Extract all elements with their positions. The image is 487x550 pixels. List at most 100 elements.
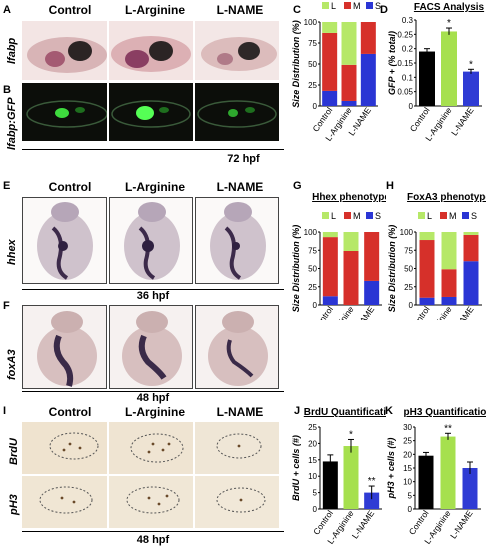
chart-g-bar-l-1 <box>343 232 359 251</box>
stage-label-bottom: 48 hpf <box>136 534 170 546</box>
chart-c-y-label: Size Distribution (%) <box>291 20 301 108</box>
chart-j-y-tick-label: 10 <box>308 472 317 481</box>
chart-c-bar-s-1 <box>341 100 357 106</box>
header-name-top: L-NAME <box>216 3 264 17</box>
chart-c-bar-l-1 <box>341 22 357 65</box>
chart-brdu-quantification: BrdU Quantification 0 5 10 15 20 25 BrdU + cell… <box>291 407 386 545</box>
photo-brdu-arginine <box>109 422 193 474</box>
chart-g-legend-label-s: S <box>375 211 381 221</box>
chart-j-y-tick-label: 0 <box>313 505 318 514</box>
chart-d-y-tick-label: 0.05 <box>397 88 413 97</box>
header-control-mid: Control <box>48 180 92 194</box>
chart-h-y-tick-label: 75 <box>404 246 413 255</box>
photo-hhex-control <box>22 197 107 284</box>
photo-foxa3-control <box>22 305 107 389</box>
chart-h-bar-l-2 <box>463 232 479 235</box>
row-label-hhex: hhex <box>6 239 18 265</box>
panel-letter-e: E <box>3 180 11 192</box>
stage-label-foxa3: 48 hpf <box>136 392 170 404</box>
chart-d-sig-2: * <box>469 59 473 70</box>
stage-line-foxa3 <box>22 391 284 392</box>
chart-c-y-tick-label: 50 <box>308 60 317 69</box>
chart-h-y-label: Size Distribution (%) <box>387 225 397 313</box>
photo-gfp-arginine <box>109 83 193 141</box>
chart-c-y-tick-label: 75 <box>308 39 317 48</box>
chart-h-bar-m-0 <box>419 240 435 298</box>
chart-j-sig-2: ** <box>368 476 376 487</box>
header-arginine-bottom: L-Arginine <box>125 405 185 419</box>
chart-h-bar-m-1 <box>441 269 457 297</box>
chart-d-y-tick-label: 0.25 <box>397 30 413 39</box>
stage-label-hhex: 36 hpf <box>136 290 170 302</box>
chart-h-bar-l-0 <box>419 232 435 241</box>
photo-ph3-arginine <box>109 476 193 528</box>
chart-d-category-label-2: L-NAME <box>449 105 476 137</box>
photo-lfabp-name <box>195 21 279 80</box>
chart-d-y-tick-label: 0.1 <box>402 73 414 82</box>
header-arginine-mid: L-Arginine <box>125 180 185 194</box>
chart-c-legend-swatch-l <box>322 2 329 9</box>
chart-k-bar-2 <box>462 468 478 509</box>
chart-c-y-tick-label: 25 <box>308 81 317 90</box>
panel-letter-j: J <box>294 405 301 417</box>
chart-c-bar-m-2 <box>360 22 376 54</box>
stage-line-hhex <box>22 289 284 290</box>
chart-k-sig-1: ** <box>444 423 452 434</box>
chart-g-y-tick-label: 0 <box>313 301 318 310</box>
chart-g-legend-label-l: L <box>331 211 336 221</box>
chart-g-bar-s-2 <box>364 280 380 305</box>
chart-h-legend-label-l: L <box>427 211 432 221</box>
chart-c-bar-m-0 <box>322 32 338 91</box>
chart-g-bar-m-0 <box>322 237 338 297</box>
chart-g-legend-swatch-m <box>344 212 351 219</box>
chart-g-y-tick-label: 75 <box>308 246 317 255</box>
chart-j-y-label: BrdU + cells (#) <box>291 435 301 501</box>
chart-h-bar-s-2 <box>463 261 479 305</box>
chart-d-y-label: GFP + (% total) <box>387 31 397 95</box>
chart-ph3-quantification: pH3 Quantification 0 5 10 15 20 25 30 pH3 + cell… <box>386 407 486 545</box>
chart-h-legend-swatch-s <box>462 212 469 219</box>
panel-letter-g: G <box>293 180 302 192</box>
chart-g-legend-swatch-s <box>366 212 373 219</box>
chart-d-y-tick-label: 0.3 <box>402 16 414 25</box>
chart-k-y-tick-label: 25 <box>403 437 412 446</box>
chart-h-title: FoxA3 phenotype <box>407 192 486 203</box>
photo-foxa3-name <box>195 305 279 389</box>
chart-h-legend-swatch-m <box>440 212 447 219</box>
chart-h-bar-s-1 <box>441 296 457 305</box>
chart-c-bar-m-1 <box>341 64 357 101</box>
chart-c-legend-label-l: L <box>331 1 336 11</box>
chart-d-y-tick-label: 0.2 <box>402 45 414 54</box>
photo-foxa3-arginine <box>109 305 193 389</box>
chart-g-y-tick-label: 100 <box>304 228 318 237</box>
chart-k-y-tick-label: 15 <box>403 464 412 473</box>
chart-j-sig-1: * <box>349 429 353 440</box>
chart-k-y-tick-label: 10 <box>403 478 412 487</box>
chart-d-y-tick-label: 0 <box>409 102 414 111</box>
chart-h-category-label-2: L-NAME <box>449 304 476 320</box>
chart-c-legend-label-m: M <box>353 1 361 11</box>
row-label-lfabp: lfabp <box>6 37 18 64</box>
panel-letter-a: A <box>3 4 11 16</box>
row-label-foxa3: foxA3 <box>6 349 18 380</box>
header-control-top: Control <box>48 3 92 17</box>
chart-k-y-tick-label: 5 <box>408 491 413 500</box>
chart-c-bar-l-0 <box>322 22 338 33</box>
chart-k-title: pH3 Quantification <box>404 407 486 418</box>
chart-g-bar-m-2 <box>364 232 380 281</box>
photo-lfabp-control <box>22 21 107 80</box>
chart-j-y-tick-label: 25 <box>308 423 317 432</box>
chart-h-y-tick-label: 0 <box>409 301 414 310</box>
row-label-ph3: pH3 <box>8 494 20 515</box>
photo-ph3-control <box>22 476 107 528</box>
chart-facs-analysis: FACS Analysis 0 0.05 0.1 0.15 0.2 0.25 0.3 GFP +… <box>387 2 485 143</box>
chart-h-y-tick-label: 100 <box>400 228 414 237</box>
chart-c-bar-s-0 <box>322 90 338 106</box>
panel-letter-c: C <box>293 4 301 16</box>
photo-brdu-control <box>22 422 107 474</box>
chart-g-y-label: Size Distribution (%) <box>291 225 301 313</box>
chart-g-y-tick-label: 25 <box>308 283 317 292</box>
chart-g-bar-s-0 <box>322 296 338 305</box>
chart-c-bar-s-2 <box>360 53 376 106</box>
